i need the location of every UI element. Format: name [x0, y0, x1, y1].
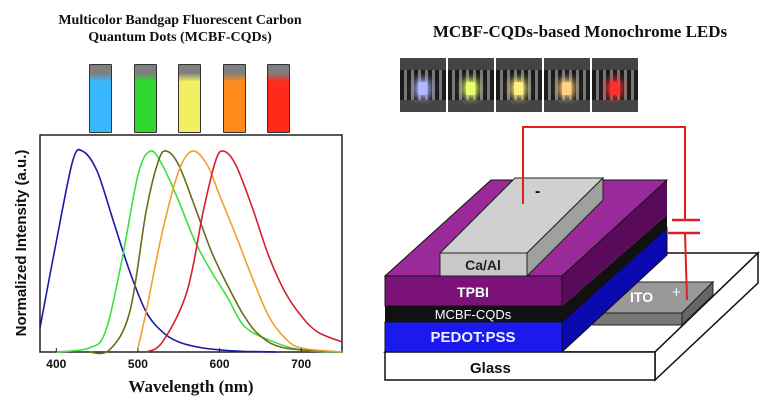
tpbi-label: TPBI	[457, 284, 489, 300]
led-photo	[592, 58, 638, 112]
ito-label: ITO	[630, 289, 653, 305]
led-glow	[610, 82, 619, 95]
plot-frame	[39, 134, 343, 353]
left-title: Multicolor Bandgap Fluorescent Carbon Qu…	[58, 13, 302, 45]
x-tick-label: 400	[46, 357, 66, 371]
led-glow	[418, 82, 427, 95]
cuvette	[267, 64, 290, 133]
x-axis-label: Wavelength (nm)	[128, 377, 253, 396]
cuvette	[133, 64, 157, 133]
led-glow	[562, 82, 571, 95]
glass-front	[384, 351, 656, 381]
led-photo	[448, 58, 494, 112]
spectrum-line-2	[88, 150, 343, 355]
mcbf-front	[385, 306, 562, 322]
pedot-label: PEDOT:PSS	[430, 329, 515, 346]
pedot-front	[384, 321, 563, 353]
cathode-label: Ca/Al	[465, 257, 501, 273]
led-photo	[400, 58, 446, 112]
y-axis-label: Normalized Intensity (a.u.)	[13, 150, 30, 337]
led-glow	[514, 82, 523, 95]
spectrum-line-3	[137, 150, 343, 353]
cuvette	[222, 64, 246, 133]
led-photo	[544, 58, 590, 112]
cuvette	[89, 64, 112, 133]
tpbi-front	[384, 275, 563, 307]
cathode-sign: -	[535, 183, 540, 200]
mcbf-side	[562, 215, 667, 322]
x-tick-label: 500	[128, 357, 148, 371]
glass-label: Glass	[470, 360, 511, 377]
cathode-front	[439, 252, 528, 277]
spectrum-line-1	[56, 150, 343, 353]
cuvette	[178, 64, 201, 133]
ito-front	[592, 312, 683, 326]
circuit-wire-top	[522, 126, 686, 220]
led-glow	[466, 82, 475, 95]
x-tick-label: 600	[210, 357, 230, 371]
spectrum-line-4	[145, 150, 343, 353]
anode-sign: +	[672, 284, 681, 301]
right-title: MCBF-CQDs-based Monochrome LEDs	[432, 22, 728, 41]
circuit-wire-bottom	[684, 232, 688, 301]
mcbf-label: MCBF-CQDs	[435, 307, 512, 322]
x-tick-label: 700	[291, 357, 311, 371]
led-photo	[496, 58, 542, 112]
spectrum-line-0	[39, 148, 277, 353]
tpbi-side	[562, 180, 667, 306]
